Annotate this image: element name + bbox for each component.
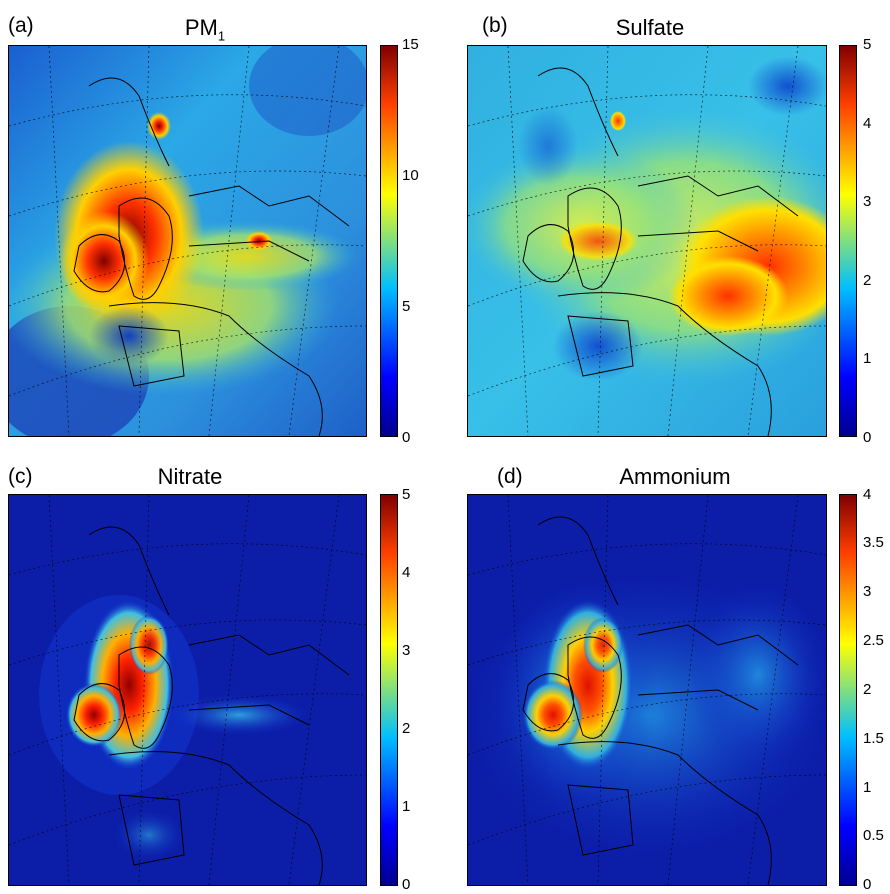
colorbar-tick: 5 (402, 486, 411, 503)
panel-label: (a) (8, 14, 34, 37)
panel-label: (d) (497, 465, 523, 488)
colorbar-tick: 4 (863, 486, 872, 503)
colorbar-tick: 3.5 (863, 534, 884, 551)
colorbar-tick: 15 (402, 36, 419, 53)
panel-c: (c) Nitrate (0, 447, 445, 894)
colorbar-tick: 10 (402, 167, 419, 184)
colorbar-tick: 2 (863, 272, 872, 289)
panel-title-text: Nitrate (157, 464, 223, 489)
colorbar-tick: 4 (863, 115, 872, 132)
colorbar-tick: 0 (402, 876, 411, 893)
panel-title-text: Ammonium (619, 464, 731, 489)
colorbar-tick: 3 (402, 642, 411, 659)
panel-title: Ammonium (585, 465, 765, 497)
colorbar-tick: 3 (863, 193, 872, 210)
panel-title-text: PM (184, 15, 218, 40)
panel-title: PM1 (140, 16, 270, 48)
map-pm1 (8, 45, 367, 437)
panel-a: (a) PM1 (0, 0, 445, 447)
colorbar-sulfate (839, 45, 857, 437)
panel-title-subscript: 1 (217, 28, 226, 44)
panel-label: (b) (482, 14, 508, 37)
colorbar-pm1 (380, 45, 398, 437)
panel-label: (c) (8, 465, 33, 488)
colorbar-tick: 1 (863, 779, 872, 796)
panel-d: (d) Ammonium (445, 447, 890, 894)
colorbar-tick: 5 (863, 36, 872, 53)
panel-title-text: Sulfate (615, 15, 685, 40)
map-nitrate-graphic (9, 495, 366, 885)
colorbar-tick: 1 (863, 350, 872, 367)
colorbar-tick: 0 (402, 429, 411, 446)
colorbar-tick: 0 (863, 429, 872, 446)
map-sulfate-graphic (468, 46, 826, 436)
colorbar-ammonium (839, 494, 857, 886)
map-ammonium-graphic (468, 495, 826, 885)
colorbar-tick: 2.5 (863, 632, 884, 649)
panel-b: (b) Sulfate (445, 0, 890, 447)
colorbar-tick: 3 (863, 583, 872, 600)
map-ammonium (467, 494, 827, 886)
colorbar-tick: 1 (402, 798, 411, 815)
colorbar-tick: 2 (402, 720, 411, 737)
map-pm1-graphic (9, 46, 366, 436)
colorbar-tick: 2 (863, 681, 872, 698)
colorbar-tick: 5 (402, 298, 411, 315)
colorbar-tick: 4 (402, 564, 411, 581)
map-sulfate (467, 45, 827, 437)
colorbar-tick: 0 (863, 876, 872, 893)
colorbar-nitrate (380, 494, 398, 886)
map-nitrate (8, 494, 367, 886)
colorbar-tick: 1.5 (863, 730, 884, 747)
panel-title: Sulfate (585, 16, 715, 48)
panel-title: Nitrate (125, 465, 255, 497)
colorbar-tick: 0.5 (863, 827, 884, 844)
